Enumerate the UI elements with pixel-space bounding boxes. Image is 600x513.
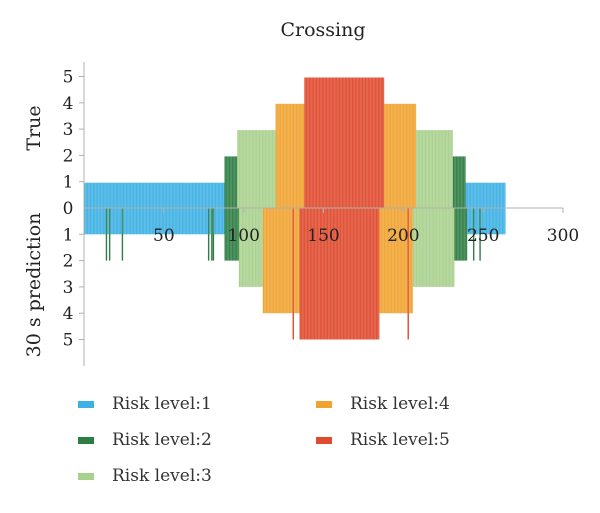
true-bar-0: [84, 182, 225, 208]
pred-spike-2: [121, 208, 124, 261]
pred-bar-1: [224, 208, 239, 261]
y-tick-true-2: 2: [63, 146, 74, 166]
true-bar-8: [465, 182, 506, 208]
true-bar-3: [275, 103, 305, 208]
x-tick-label-200: 200: [387, 226, 419, 246]
y-tick-pred-1: 1: [63, 225, 74, 245]
legend-item-level-1: Risk level:1: [78, 392, 212, 416]
legend-swatch-level-2: [78, 436, 94, 444]
y-tick-zero: 0: [63, 199, 74, 219]
pred-spike-5: [212, 208, 215, 261]
pred-spike-4: [211, 208, 213, 261]
y-tick-pred-5: 5: [63, 331, 74, 351]
pred-spike-7: [407, 208, 409, 340]
true-bar-4: [304, 77, 385, 208]
legend-label-level-3: Risk level:3: [112, 466, 212, 486]
x-tick-label-150: 150: [307, 226, 339, 246]
legend-item-level-3: Risk level:3: [78, 464, 212, 488]
legend-item-level-5: Risk level:5: [316, 428, 450, 452]
legend-label-level-4: Risk level:4: [350, 394, 450, 414]
true-bar-6: [416, 130, 453, 208]
x-tick-label-250: 250: [467, 226, 499, 246]
pred-spike-8: [472, 208, 475, 261]
y-axis-ticks: 5 4 3 2 1 0 1 2 3 4 5: [63, 68, 84, 351]
pred-spike-3: [207, 208, 210, 261]
legend-swatch-level-4: [316, 400, 332, 408]
legend-label-level-5: Risk level:5: [350, 430, 450, 450]
legend-item-level-2: Risk level:2: [78, 428, 212, 452]
x-tick-label-50: 50: [153, 226, 175, 246]
pred-bar-6: [412, 208, 455, 287]
y-tick-pred-2: 2: [63, 252, 74, 272]
pred-bar-4: [299, 208, 380, 340]
chart-title: Crossing: [280, 19, 365, 41]
legend-label-level-2: Risk level:2: [112, 430, 212, 450]
x-axis-ticks: 50 100 150 200 250 300: [153, 208, 579, 246]
pred-spike-0: [105, 208, 108, 261]
pred-spike-9: [479, 208, 481, 261]
y-tick-true-1: 1: [63, 173, 74, 193]
true-bar-1: [224, 156, 238, 208]
y-tick-pred-4: 4: [63, 304, 74, 324]
y-tick-pred-3: 3: [63, 278, 74, 298]
stripe-texture: [85, 77, 505, 340]
legend-swatch-level-1: [78, 400, 94, 408]
true-bar-7: [452, 156, 466, 208]
pred-spike-6: [292, 208, 294, 340]
y-axis-label-prediction: 30 s prediction: [23, 213, 45, 358]
legend-swatch-level-5: [316, 436, 332, 444]
pred-bar-2: [238, 208, 263, 287]
legend-swatch-level-3: [78, 472, 94, 480]
y-tick-true-4: 4: [63, 94, 74, 114]
y-tick-true-3: 3: [63, 120, 74, 140]
y-axis-label-true: True: [23, 105, 45, 150]
pred-bar-0: [84, 208, 225, 235]
legend: Risk level:1 Risk level:2 Risk level:3 Risk…: [78, 392, 558, 504]
x-tick-label-100: 100: [227, 226, 259, 246]
true-bar-5: [384, 103, 417, 208]
bars-layer: [84, 77, 506, 340]
x-tick-label-300: 300: [547, 226, 579, 246]
true-bar-2: [237, 130, 276, 208]
pred-bar-7: [454, 208, 468, 261]
y-tick-true-5: 5: [63, 68, 74, 88]
legend-label-level-1: Risk level:1: [112, 394, 212, 414]
pred-spike-1: [108, 208, 111, 261]
pred-bar-5: [379, 208, 413, 314]
legend-item-level-4: Risk level:4: [316, 392, 450, 416]
